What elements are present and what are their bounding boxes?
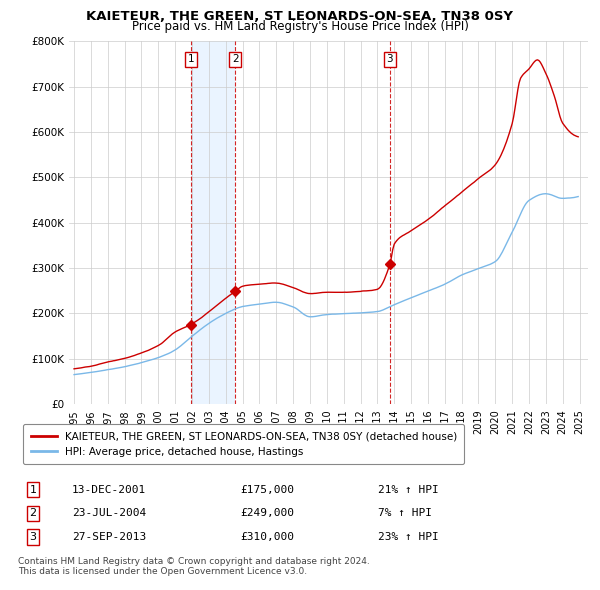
Text: 1: 1 xyxy=(29,485,37,494)
Text: Contains HM Land Registry data © Crown copyright and database right 2024.: Contains HM Land Registry data © Crown c… xyxy=(18,558,370,566)
Text: 23% ↑ HPI: 23% ↑ HPI xyxy=(378,532,439,542)
Text: 3: 3 xyxy=(386,54,393,64)
Text: KAIETEUR, THE GREEN, ST LEONARDS-ON-SEA, TN38 0SY: KAIETEUR, THE GREEN, ST LEONARDS-ON-SEA,… xyxy=(86,10,514,23)
Text: £310,000: £310,000 xyxy=(240,532,294,542)
Text: 13-DEC-2001: 13-DEC-2001 xyxy=(72,485,146,494)
Bar xyxy=(191,41,235,404)
Text: 2: 2 xyxy=(232,54,238,64)
Text: £175,000: £175,000 xyxy=(240,485,294,494)
Text: 7% ↑ HPI: 7% ↑ HPI xyxy=(378,509,432,518)
Text: £249,000: £249,000 xyxy=(240,509,294,518)
Text: 2: 2 xyxy=(29,509,37,518)
Text: 23-JUL-2004: 23-JUL-2004 xyxy=(72,509,146,518)
Legend: KAIETEUR, THE GREEN, ST LEONARDS-ON-SEA, TN38 0SY (detached house), HPI: Average: KAIETEUR, THE GREEN, ST LEONARDS-ON-SEA,… xyxy=(23,424,464,464)
Text: 3: 3 xyxy=(29,532,37,542)
Text: 27-SEP-2013: 27-SEP-2013 xyxy=(72,532,146,542)
Text: This data is licensed under the Open Government Licence v3.0.: This data is licensed under the Open Gov… xyxy=(18,568,307,576)
Text: 21% ↑ HPI: 21% ↑ HPI xyxy=(378,485,439,494)
Text: Price paid vs. HM Land Registry's House Price Index (HPI): Price paid vs. HM Land Registry's House … xyxy=(131,20,469,33)
Text: 1: 1 xyxy=(188,54,194,64)
